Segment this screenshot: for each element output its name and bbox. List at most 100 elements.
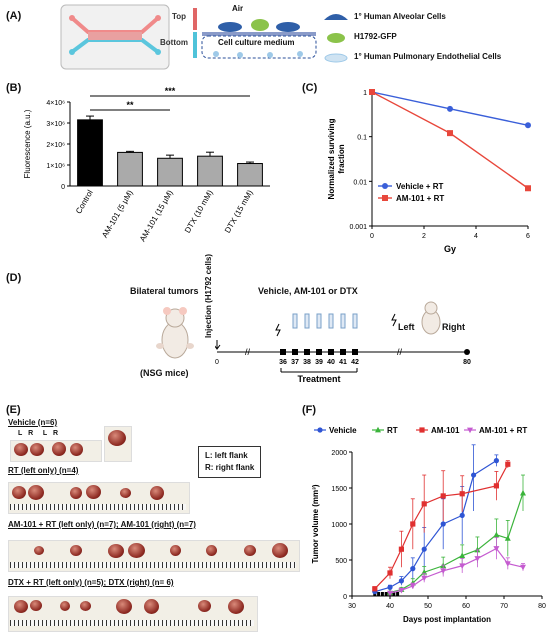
- x-tick-label: 0: [370, 233, 374, 240]
- x-tick-label: 80: [538, 603, 546, 610]
- dose-marker: [396, 592, 400, 596]
- data-point: [421, 501, 427, 507]
- y-tick-label: 1500: [331, 486, 347, 493]
- dose-marker: [280, 349, 286, 355]
- bilateral-label: Bilateral tumors: [130, 286, 199, 296]
- syringe-icon: [292, 313, 298, 329]
- y-tick-label: 3×10⁶: [46, 121, 65, 128]
- medium-label: Cell culture medium: [218, 38, 295, 47]
- legend-label: Vehicle + RT: [396, 182, 443, 191]
- x-tick-label: 50: [424, 603, 432, 610]
- series-line: [389, 547, 524, 594]
- series-line: [374, 460, 497, 593]
- top-label: Top: [172, 12, 187, 21]
- data-point: [398, 578, 404, 584]
- chart-f: 0 500 1000 1500 2000 30 40 50 60 70 80 Days post im…: [311, 426, 546, 624]
- data-point: [419, 427, 425, 433]
- legend-marker: [382, 195, 388, 201]
- y-tick-label: 1000: [331, 522, 347, 529]
- data-point: [447, 105, 453, 112]
- y-tick-label: 0: [61, 184, 65, 191]
- axis-break: //: [397, 347, 403, 357]
- data-point: [467, 427, 473, 434]
- data-point: [409, 583, 416, 590]
- culture-diagram: [201, 19, 317, 59]
- data-point: [387, 590, 393, 597]
- series-line: [389, 492, 524, 593]
- data-point: [410, 566, 416, 572]
- legend-icons: [324, 14, 348, 63]
- axis-break: //: [245, 347, 251, 357]
- data-point: [493, 458, 499, 464]
- mouse-icon-2: [421, 301, 441, 335]
- bar: [237, 163, 263, 187]
- x-axis-label: Gy: [444, 244, 456, 254]
- treatment-title: Vehicle, AM-101 or DTX: [258, 286, 358, 296]
- data-point: [474, 546, 481, 553]
- data-point: [493, 546, 500, 552]
- data-point: [505, 461, 511, 467]
- x-tick-label: 60: [462, 603, 470, 610]
- data-point: [504, 561, 511, 567]
- data-point: [493, 483, 499, 489]
- injection-text: Injection (H1792 cells): [204, 253, 213, 338]
- dose-marker: [380, 592, 384, 596]
- data-point: [459, 563, 466, 569]
- day-label: 38: [303, 359, 311, 366]
- dose-marker: [340, 349, 346, 355]
- dose-marker: [377, 592, 381, 596]
- data-point: [520, 564, 526, 571]
- ruler: [10, 504, 186, 510]
- data-point: [317, 427, 323, 433]
- l-text: L: [42, 430, 48, 437]
- y-tick-label: 0.001: [349, 224, 367, 231]
- y-tick-label: 2×10⁶: [46, 142, 65, 149]
- x-tick-label: 2: [422, 233, 426, 240]
- data-point: [493, 531, 500, 538]
- day-label: 41: [339, 359, 347, 366]
- r-text: R: [28, 430, 34, 437]
- syringe-icon: [304, 313, 310, 329]
- data-point: [421, 546, 427, 552]
- significance-label: **: [126, 100, 134, 110]
- legend-label: Vehicle: [329, 426, 357, 435]
- data-point: [440, 568, 447, 574]
- mouse-icon: [156, 307, 194, 359]
- bottom-label: Bottom: [160, 38, 188, 47]
- r-text: R: [53, 430, 59, 437]
- dose-marker: [316, 349, 322, 355]
- data-point: [440, 521, 446, 527]
- data-point: [421, 575, 428, 582]
- am-label: AM-101 + RT (left only) (n=7); AM-101 (r…: [8, 520, 196, 529]
- data-point: [410, 521, 416, 527]
- dose-marker: [292, 349, 298, 355]
- data-point: [421, 569, 428, 575]
- panel-label-f: (F): [302, 404, 317, 416]
- chip-diagram: [60, 4, 170, 70]
- data-point: [398, 546, 404, 552]
- data-point: [369, 89, 375, 95]
- chart-b: 0 1×10⁶ 2×10⁶ 3×10⁶ 4×10⁶ Fluorescence (a.u.)…: [23, 86, 270, 243]
- y-tick-label: 1: [363, 90, 367, 97]
- air-label: Air: [232, 4, 244, 13]
- data-point: [375, 426, 381, 433]
- y-tick-label: 1×10⁶: [46, 163, 65, 170]
- y-tick-label: 2000: [331, 450, 347, 457]
- legend-endothelial: 1° Human Pulmonary Endothelial Cells: [354, 52, 502, 61]
- injection-label: Injection (H1792 cells): [204, 254, 213, 338]
- flank-legend: L: left flank R: right flank: [198, 446, 262, 478]
- data-point: [447, 130, 453, 137]
- end-marker: [464, 349, 470, 355]
- syringe-icon: [340, 313, 346, 329]
- legend-label: RT: [387, 426, 398, 435]
- lr-1: L R L R: [18, 430, 58, 437]
- data-point: [525, 185, 531, 192]
- ruler: [10, 562, 296, 568]
- legend-label: AM-101 + RT: [479, 426, 527, 435]
- dtx-label: DTX + RT (left only) (n=5); DTX (right) …: [8, 578, 174, 587]
- rt-label: RT (left only) (n=4): [8, 466, 79, 475]
- dose-marker: [392, 592, 396, 596]
- y-tick-label: 4×10⁶: [46, 100, 65, 107]
- dose-marker: [304, 349, 310, 355]
- x-tick-label: DTX (15 mM): [223, 188, 255, 234]
